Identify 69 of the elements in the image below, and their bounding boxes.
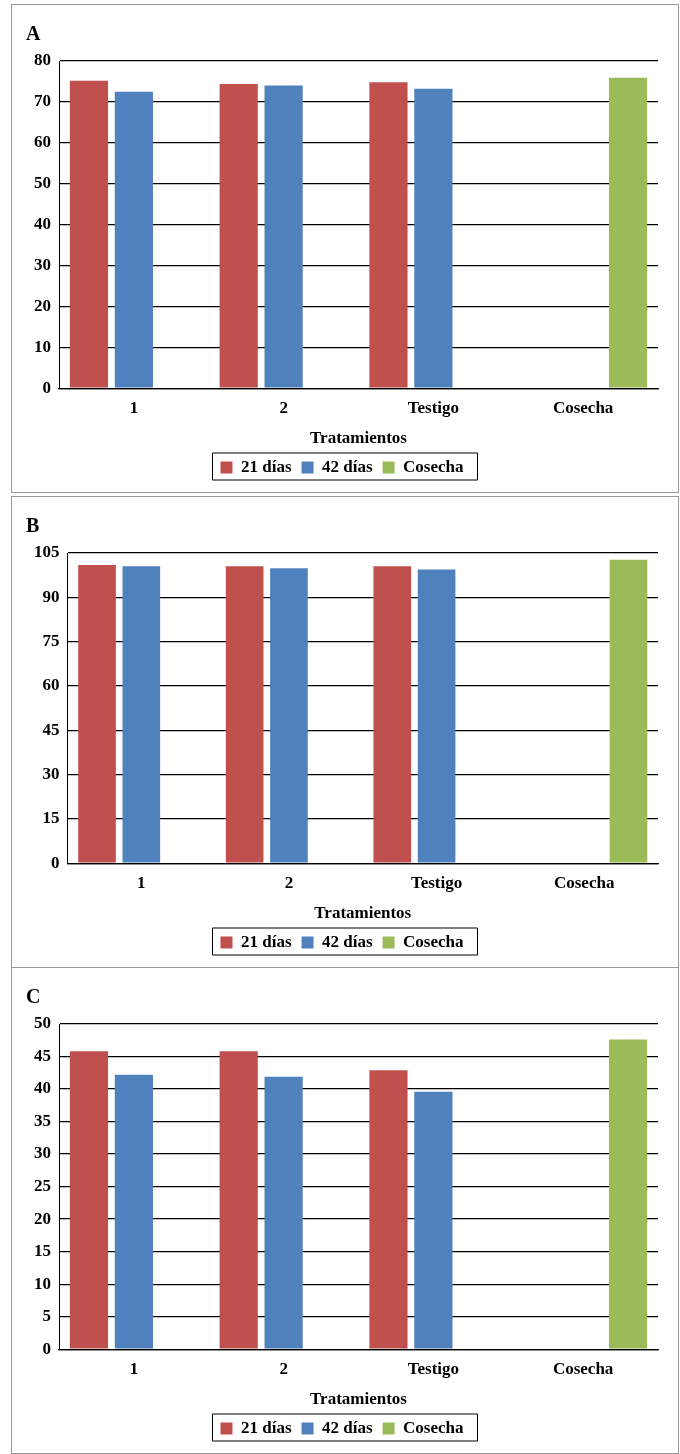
x-tick-label: 1 [137, 872, 146, 892]
bar [114, 1074, 153, 1349]
y-tick-label: 30 [34, 1143, 51, 1163]
legend-label: 42 días [322, 931, 373, 951]
legend-label: 21 días [240, 456, 292, 476]
legend-label: 21 días [240, 1417, 292, 1437]
bar [69, 80, 109, 388]
legend-label: 42 días [322, 1417, 373, 1437]
x-tick-label: 1 [129, 1358, 139, 1378]
y-tick-label: 30 [42, 763, 60, 783]
legend-label: 21 días [240, 931, 292, 951]
legend-label: Cosecha [403, 1417, 465, 1437]
y-tick-label: 90 [42, 586, 60, 606]
y-tick-label: 50 [34, 173, 51, 193]
bar [414, 1091, 453, 1349]
legend-label: Cosecha [403, 456, 465, 476]
y-tick-label: 75 [42, 631, 60, 651]
x-tick-label: 2 [284, 872, 294, 892]
legend-label: Cosecha [403, 931, 465, 951]
y-tick-label: 35 [34, 1110, 51, 1130]
x-tick-label: Cosecha [552, 1358, 614, 1378]
y-tick-label: 30 [34, 254, 51, 274]
bar [219, 83, 258, 388]
y-tick-label: 15 [34, 1241, 51, 1261]
legend-label: 42 días [322, 456, 373, 476]
y-tick-label: 25 [34, 1175, 51, 1195]
y-tick-label: 40 [34, 1078, 51, 1098]
x-tick-label: 1 [129, 397, 139, 417]
y-tick-label: 70 [34, 91, 51, 111]
bar [219, 1051, 258, 1349]
y-tick-label: 0 [51, 852, 60, 872]
x-tick-label: 2 [279, 397, 288, 417]
y-tick-label: 10 [34, 1273, 51, 1293]
y-tick-label: 50 [34, 1013, 51, 1033]
chart-title: C [26, 985, 41, 1008]
y-tick-label: 20 [34, 1208, 51, 1228]
y-tick-label: 45 [34, 1045, 51, 1065]
y-tick-label: 10 [34, 336, 51, 356]
y-tick-label: 105 [34, 542, 60, 562]
bar [608, 77, 648, 388]
y-tick-label: 0 [42, 1338, 51, 1358]
bar [114, 91, 153, 388]
x-tick-label: Testigo [407, 397, 460, 417]
chart-title: A [26, 22, 41, 45]
bar [369, 82, 408, 388]
x-axis-title: Tratamientos [310, 428, 408, 448]
y-tick-label: 40 [34, 213, 51, 233]
y-tick-label: 60 [42, 675, 60, 695]
y-tick-label: 15 [42, 808, 60, 828]
chart-title: B [26, 514, 40, 537]
x-tick-label: Cosecha [553, 872, 615, 892]
x-tick-label: Cosecha [552, 397, 614, 417]
y-tick-label: 45 [42, 719, 60, 739]
y-tick-label: 0 [42, 377, 51, 397]
y-tick-label: 5 [42, 1306, 51, 1326]
x-axis-title: Tratamientos [314, 903, 412, 923]
bar [369, 1070, 408, 1349]
x-axis-title: Tratamientos [310, 1389, 408, 1409]
bar [264, 1076, 303, 1349]
x-tick-label: Testigo [410, 872, 463, 892]
y-tick-label: 60 [34, 132, 51, 152]
y-tick-label: 80 [34, 50, 51, 70]
bar [264, 85, 303, 388]
y-tick-label: 20 [34, 295, 51, 315]
bar [69, 1051, 109, 1349]
bar [608, 1039, 648, 1349]
bar [414, 88, 453, 388]
x-tick-label: 2 [279, 1358, 288, 1378]
x-tick-label: Testigo [407, 1358, 460, 1378]
